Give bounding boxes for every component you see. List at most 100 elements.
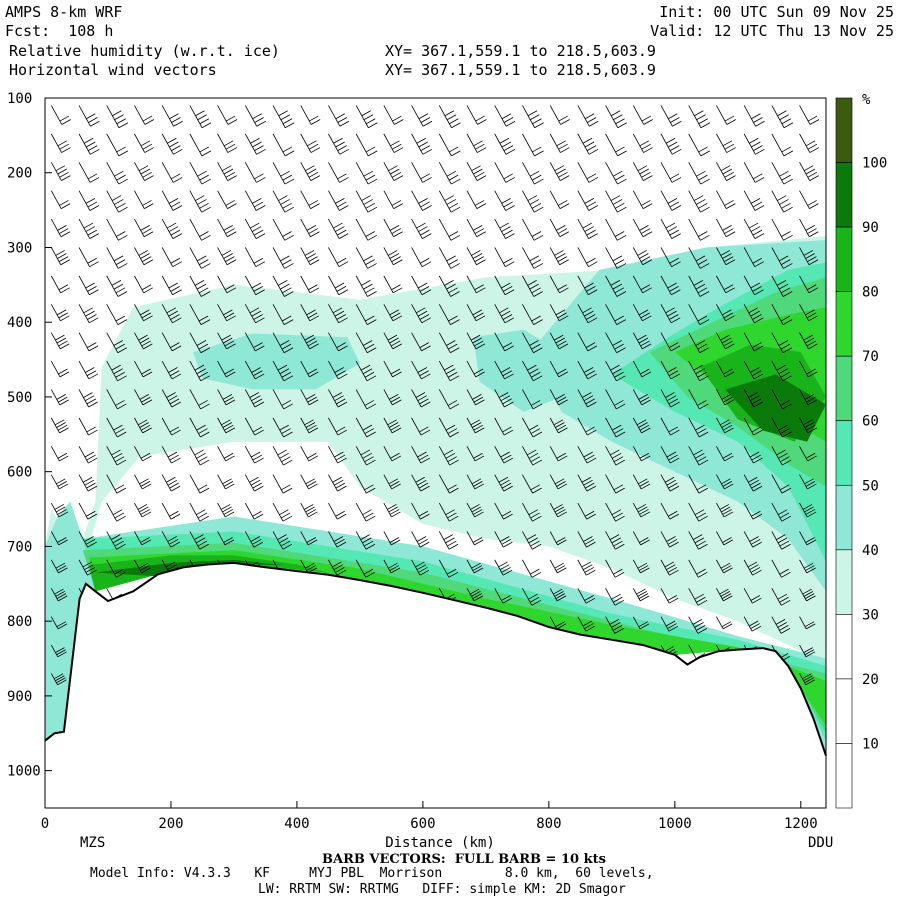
wind-barb bbox=[217, 304, 236, 322]
wind-barb bbox=[660, 474, 680, 492]
wind-barb bbox=[300, 190, 320, 210]
wind-barb bbox=[383, 446, 402, 462]
wind-barb bbox=[50, 304, 70, 322]
wind-barb bbox=[272, 417, 293, 438]
colorbar-segment bbox=[835, 420, 853, 486]
wind-barb bbox=[549, 446, 568, 462]
wind-barb bbox=[383, 417, 402, 434]
wind-barb bbox=[411, 275, 432, 296]
wind-barb bbox=[300, 275, 320, 294]
wind-barb bbox=[688, 616, 708, 634]
wind-barb bbox=[189, 218, 211, 241]
wind-barb bbox=[244, 218, 266, 239]
wind-barb bbox=[771, 304, 793, 325]
wind-barb bbox=[743, 162, 765, 183]
wind-barb bbox=[632, 446, 651, 462]
wind-barb bbox=[355, 247, 377, 269]
colorbar-segment bbox=[835, 484, 853, 551]
wind-barb bbox=[134, 531, 152, 546]
wind-barb bbox=[134, 417, 152, 434]
wind-barb bbox=[688, 105, 711, 129]
wind-barb bbox=[438, 417, 459, 438]
wind-barb bbox=[522, 417, 543, 438]
colorbar-segment bbox=[835, 97, 853, 163]
wind-barb bbox=[78, 360, 99, 380]
wind-barb bbox=[106, 360, 127, 382]
wind-barb bbox=[106, 531, 126, 550]
y-tick-label: 1000 bbox=[7, 764, 41, 780]
wind-barb bbox=[300, 162, 320, 181]
wind-barb bbox=[743, 446, 763, 464]
wind-barb bbox=[660, 588, 679, 604]
x-tick-label: 800 bbox=[536, 816, 561, 832]
colorbar-label: 100 bbox=[862, 156, 887, 172]
wind-barb bbox=[217, 502, 235, 518]
wind-barb bbox=[161, 531, 180, 548]
wind-barb bbox=[438, 389, 460, 410]
colorbar-segment bbox=[835, 678, 853, 744]
wind-barb bbox=[300, 502, 318, 518]
wind-barb bbox=[494, 531, 513, 548]
wind-barb bbox=[78, 559, 97, 576]
wind-barb bbox=[328, 474, 347, 492]
wind-barb bbox=[328, 531, 347, 548]
wind-barb bbox=[799, 247, 819, 266]
wind-barb bbox=[799, 673, 815, 686]
wind-barb bbox=[272, 332, 294, 354]
wind-barb bbox=[300, 133, 321, 153]
wind-barb bbox=[605, 389, 626, 410]
wind-barb bbox=[78, 474, 98, 492]
wind-barb bbox=[78, 417, 98, 436]
wind-barb bbox=[688, 389, 709, 410]
wind-barb bbox=[438, 275, 460, 297]
wind-barb bbox=[355, 474, 376, 494]
wind-barb bbox=[106, 417, 127, 438]
wind-barb bbox=[438, 531, 459, 550]
wind-barb bbox=[106, 446, 127, 466]
wind-barb bbox=[466, 247, 486, 266]
wind-barb bbox=[577, 332, 598, 352]
wind-barb bbox=[78, 446, 98, 464]
wind-barbs bbox=[50, 105, 820, 686]
wind-barb bbox=[743, 474, 763, 492]
wind-barb bbox=[494, 332, 514, 352]
wind-barb bbox=[799, 474, 817, 490]
wind-barb bbox=[549, 616, 567, 630]
wind-barb bbox=[632, 105, 653, 125]
wind-barb bbox=[605, 446, 626, 466]
wind-barb bbox=[189, 190, 211, 213]
wind-barb bbox=[716, 616, 733, 630]
wind-barb bbox=[577, 616, 596, 632]
wind-barb bbox=[272, 218, 294, 241]
wind-barb bbox=[106, 389, 127, 410]
wind-barb bbox=[743, 616, 762, 632]
wind-barb bbox=[716, 474, 734, 490]
wind-barb bbox=[466, 559, 484, 574]
wind-barb bbox=[716, 304, 735, 322]
wind-barb bbox=[383, 247, 403, 266]
wind-barb bbox=[799, 190, 819, 210]
wind-barb bbox=[300, 360, 319, 378]
wind-barb bbox=[106, 559, 126, 578]
wind-barb bbox=[50, 389, 69, 406]
wind-barb bbox=[799, 275, 819, 294]
wind-barb bbox=[272, 304, 294, 325]
humidity-field bbox=[45, 236, 826, 756]
wind-barb bbox=[549, 190, 570, 210]
colorbar-label: 10 bbox=[862, 736, 879, 752]
wind-barb bbox=[383, 133, 404, 153]
wind-barb bbox=[134, 190, 154, 210]
wind-barb bbox=[134, 360, 153, 378]
wind-barb bbox=[189, 162, 212, 185]
wind-barb bbox=[244, 304, 265, 324]
wind-barb bbox=[189, 304, 211, 325]
wind-barb bbox=[438, 304, 460, 325]
wind-barb bbox=[660, 304, 681, 324]
wind-barb bbox=[217, 474, 235, 490]
wind-barb bbox=[300, 446, 318, 462]
wind-barb bbox=[161, 218, 183, 239]
wind-barb bbox=[577, 417, 597, 436]
wind-barb bbox=[577, 162, 599, 183]
wind-barb bbox=[522, 275, 543, 297]
wind-barb bbox=[217, 162, 237, 181]
